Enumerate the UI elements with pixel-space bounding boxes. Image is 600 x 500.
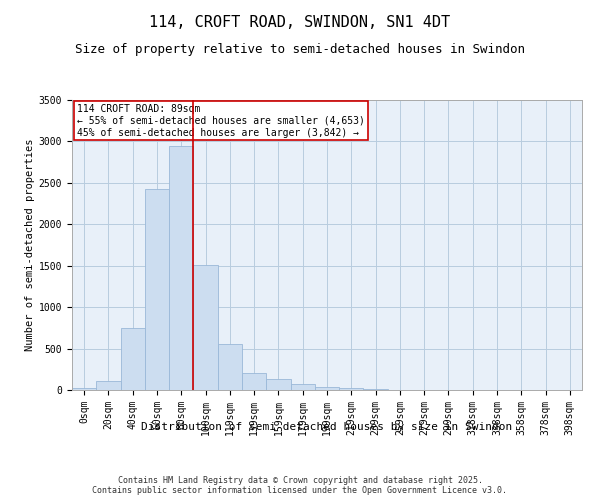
Text: 114, CROFT ROAD, SWINDON, SN1 4DT: 114, CROFT ROAD, SWINDON, SN1 4DT (149, 15, 451, 30)
Y-axis label: Number of semi-detached properties: Number of semi-detached properties (25, 138, 35, 352)
Bar (315, 386, 339, 390)
Bar (72, 388, 96, 390)
Bar (266, 379, 290, 390)
Bar (290, 384, 315, 390)
Text: Size of property relative to semi-detached houses in Swindon: Size of property relative to semi-detach… (75, 42, 525, 56)
Bar (145, 190, 169, 390)
Text: 114 CROFT ROAD: 89sqm
← 55% of semi-detached houses are smaller (4,653)
45% of s: 114 CROFT ROAD: 89sqm ← 55% of semi-deta… (77, 104, 365, 138)
Bar (193, 265, 218, 390)
Bar (169, 146, 193, 390)
Text: Contains HM Land Registry data © Crown copyright and database right 2025.
Contai: Contains HM Land Registry data © Crown c… (92, 476, 508, 495)
Bar (242, 374, 266, 390)
Bar (96, 381, 121, 390)
Bar (364, 389, 388, 390)
Bar (339, 388, 364, 390)
Bar (218, 344, 242, 390)
Bar (121, 328, 145, 390)
Text: Distribution of semi-detached houses by size in Swindon: Distribution of semi-detached houses by … (142, 422, 512, 432)
